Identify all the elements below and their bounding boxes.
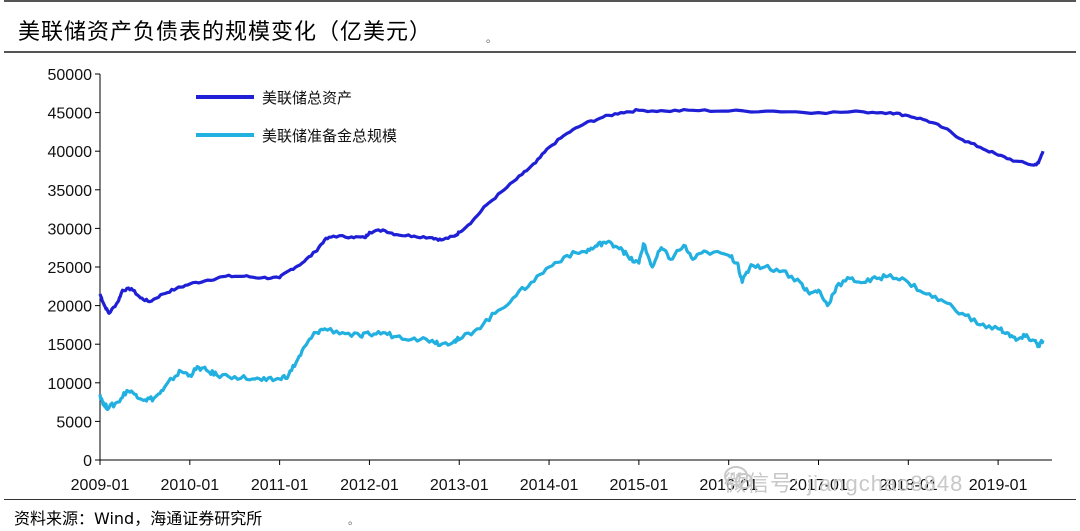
title-mark: 。 [486, 32, 497, 45]
legend-label: 美联储总资产 [262, 89, 352, 107]
watermark: 微信号: jiangchao8848 [724, 466, 963, 498]
legend-label: 美联储准备金总规模 [262, 127, 397, 145]
x-tick-label: 2012-01 [340, 477, 399, 494]
y-tick-label: 25000 [48, 260, 93, 277]
x-tick-label: 2017-01 [789, 477, 848, 494]
y-tick-label: 45000 [48, 106, 93, 123]
top-rule [4, 0, 1076, 2]
y-tick-label: 5000 [56, 414, 92, 431]
chart-title: 美联储资产负债表的规模变化（亿美元） [18, 20, 433, 45]
title-rule [4, 51, 1076, 53]
x-tick-label: 2010-01 [160, 477, 219, 494]
series-line-total-assets [98, 108, 1045, 315]
y-tick-label: 50000 [48, 67, 93, 84]
y-tick-label: 20000 [48, 299, 93, 316]
y-tick-label: 15000 [48, 337, 93, 354]
y-tick-label: 40000 [48, 144, 93, 161]
footer-rule [4, 499, 1076, 500]
source-note: 资料来源：Wind，海通证券研究所 [14, 509, 263, 528]
x-tick-label: 2013-01 [430, 477, 489, 494]
x-tick-label: 2019-01 [969, 477, 1028, 494]
series-layer [98, 108, 1045, 412]
y-tick-label: 35000 [48, 183, 93, 200]
x-tick-label: 2015-01 [610, 477, 669, 494]
source-mark: 。 [348, 514, 359, 527]
x-tick-label: 2016-01 [699, 477, 758, 494]
series-line-reserves [98, 239, 1045, 412]
x-tick-label: 2018-01 [879, 477, 938, 494]
y-tick-label: 10000 [48, 376, 93, 393]
chart-axes: 0 5000 10000 15000 20000 25000 30000 35000 40000… [48, 67, 1052, 494]
x-tick-label: 2011-01 [251, 477, 309, 494]
x-tick-label: 2014-01 [520, 477, 579, 494]
y-tick-label: 0 [83, 453, 92, 470]
wechat-icon [724, 466, 753, 489]
watermark-text: 微信号: jiangchao8848 [724, 471, 964, 496]
title-bar: 美联储资产负债表的规模变化（亿美元） 。 [0, 0, 1080, 52]
y-tick-label: 30000 [48, 221, 93, 238]
line-chart: 0 5000 10000 15000 20000 25000 30000 35000 40000… [48, 67, 1052, 494]
x-tick-label: 2009-01 [71, 477, 130, 494]
